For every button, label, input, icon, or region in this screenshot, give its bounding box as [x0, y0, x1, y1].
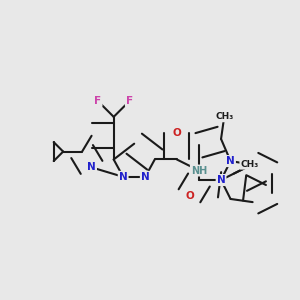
Text: F: F — [126, 96, 133, 106]
Text: N: N — [226, 156, 235, 166]
Text: O: O — [185, 191, 194, 201]
Text: N: N — [119, 172, 128, 182]
Text: CH₃: CH₃ — [215, 112, 233, 121]
Text: O: O — [172, 128, 181, 138]
Text: N: N — [87, 162, 96, 172]
Text: CH₃: CH₃ — [240, 160, 259, 169]
Text: N: N — [141, 172, 150, 182]
Text: NH: NH — [191, 166, 207, 176]
Text: F: F — [94, 96, 101, 106]
Text: N: N — [217, 175, 225, 185]
